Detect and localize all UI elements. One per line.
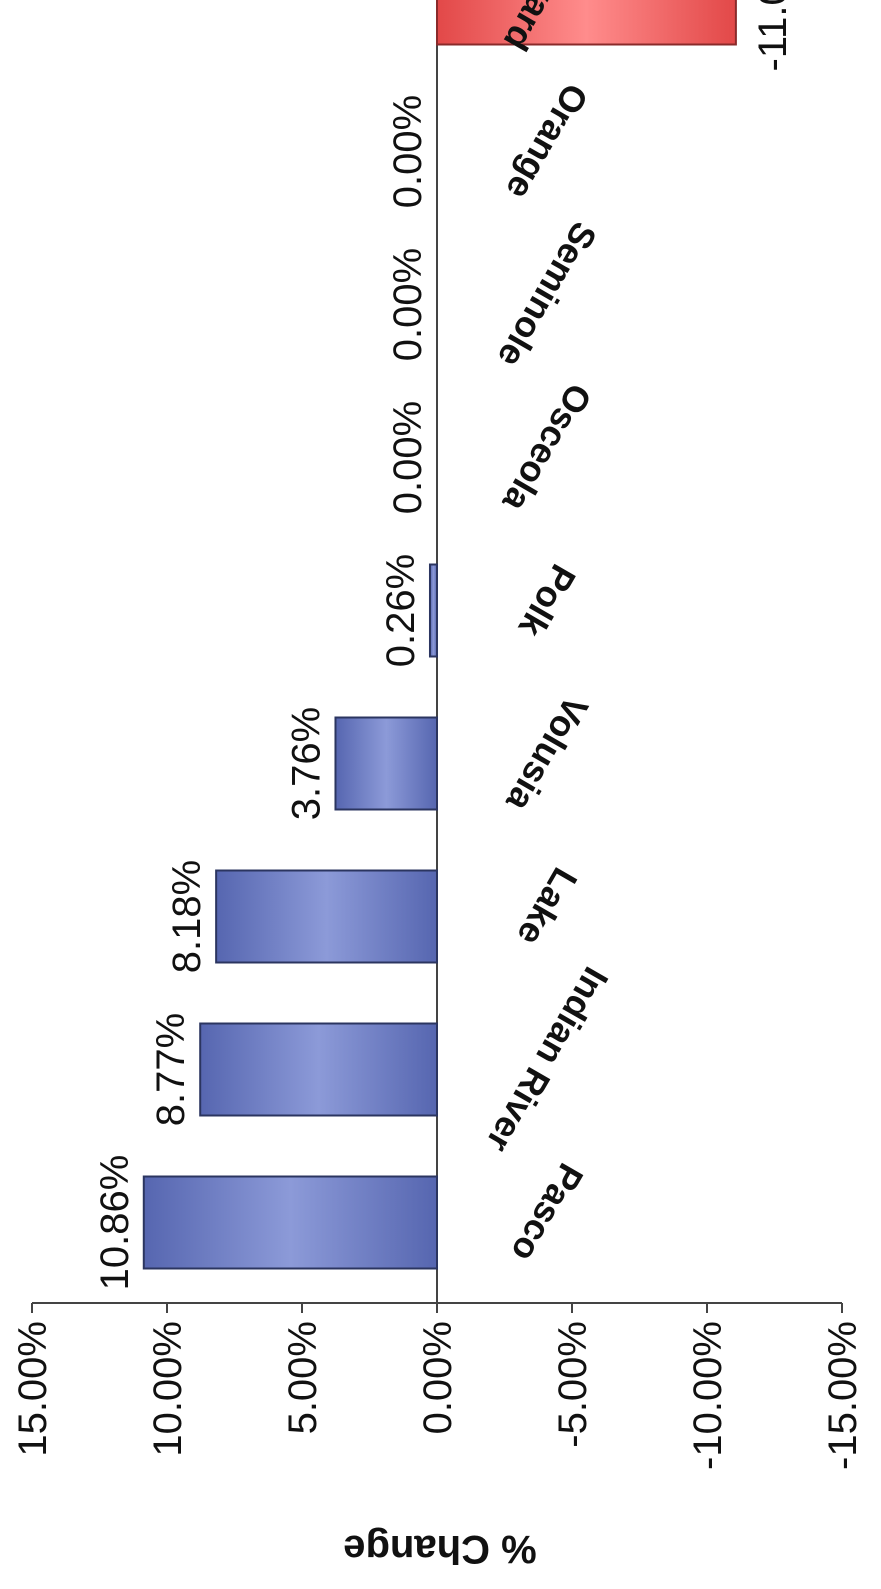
- value-tick-label: 15.00%: [11, 1321, 55, 1457]
- category-label: Polk: [510, 558, 584, 645]
- value-tick-label: -15.00%: [821, 1321, 865, 1470]
- category-label-group: Lake: [509, 861, 586, 953]
- bar-polk: [428, 563, 439, 658]
- value-axis-title-group: % Change: [343, 1527, 536, 1571]
- data-label-group: 0.00%: [386, 95, 430, 208]
- category-label: Orange: [498, 77, 597, 207]
- category-label-group: Pasco: [503, 1157, 592, 1269]
- bar-pasco: [142, 1175, 438, 1270]
- bar-brevard: [436, 0, 737, 46]
- data-label-group: 0.00%: [386, 248, 430, 361]
- data-label-group: 0.00%: [386, 401, 430, 514]
- bars-group: [142, 0, 737, 1270]
- category-label: Seminole: [490, 215, 606, 374]
- category-label-group: Osceola: [494, 377, 600, 520]
- data-label: 10.86%: [93, 1155, 137, 1291]
- data-label: 0.00%: [386, 95, 430, 208]
- category-label-group: Seminole: [490, 215, 606, 374]
- category-label: Volusia: [498, 689, 597, 819]
- data-label: 8.77%: [149, 1013, 193, 1126]
- value-tick-label-group: 5.00%: [281, 1321, 325, 1434]
- category-label: Lake: [509, 861, 586, 953]
- data-label-group: 10.86%: [93, 1155, 137, 1291]
- category-label: Osceola: [494, 377, 600, 520]
- data-label: 3.76%: [284, 707, 328, 820]
- value-tick-label-group: 15.00%: [11, 1321, 55, 1457]
- category-label: Pasco: [503, 1157, 592, 1269]
- data-label: 0.00%: [386, 248, 430, 361]
- category-label-group: Volusia: [498, 689, 597, 819]
- value-tick-label: -5.00%: [551, 1321, 595, 1448]
- value-tick-label: 10.00%: [146, 1321, 190, 1457]
- category-label-group: Indian River: [478, 960, 617, 1159]
- value-tick-label-group: 0.00%: [416, 1321, 460, 1434]
- bar-volusia: [334, 716, 439, 811]
- data-label-group: 0.26%: [379, 554, 423, 667]
- value-tick-label-group: -10.00%: [686, 1321, 730, 1470]
- bar-indian-river: [199, 1022, 438, 1117]
- data-label-group: 8.77%: [149, 1013, 193, 1126]
- value-axis-title: % Change: [343, 1527, 536, 1571]
- data-label: -11.07%: [751, 0, 795, 72]
- value-tick-label-group: 10.00%: [146, 1321, 190, 1457]
- value-tick-label-group: -15.00%: [821, 1321, 865, 1470]
- value-tick-label: -10.00%: [686, 1321, 730, 1470]
- value-tick-label: 0.00%: [416, 1321, 460, 1434]
- data-label: 0.26%: [379, 554, 423, 667]
- category-label: Indian River: [478, 960, 617, 1159]
- data-label-group: -11.07%: [751, 0, 795, 72]
- data-label: 8.18%: [165, 860, 209, 973]
- category-label-group: Polk: [510, 558, 584, 645]
- data-label: 0.00%: [386, 401, 430, 514]
- value-tick-label: 5.00%: [281, 1321, 325, 1434]
- bar-lake: [215, 869, 438, 964]
- data-label-group: 3.76%: [284, 707, 328, 820]
- data-label-group: 8.18%: [165, 860, 209, 973]
- value-tick-label-group: -5.00%: [551, 1321, 595, 1448]
- category-label-group: Orange: [498, 77, 597, 207]
